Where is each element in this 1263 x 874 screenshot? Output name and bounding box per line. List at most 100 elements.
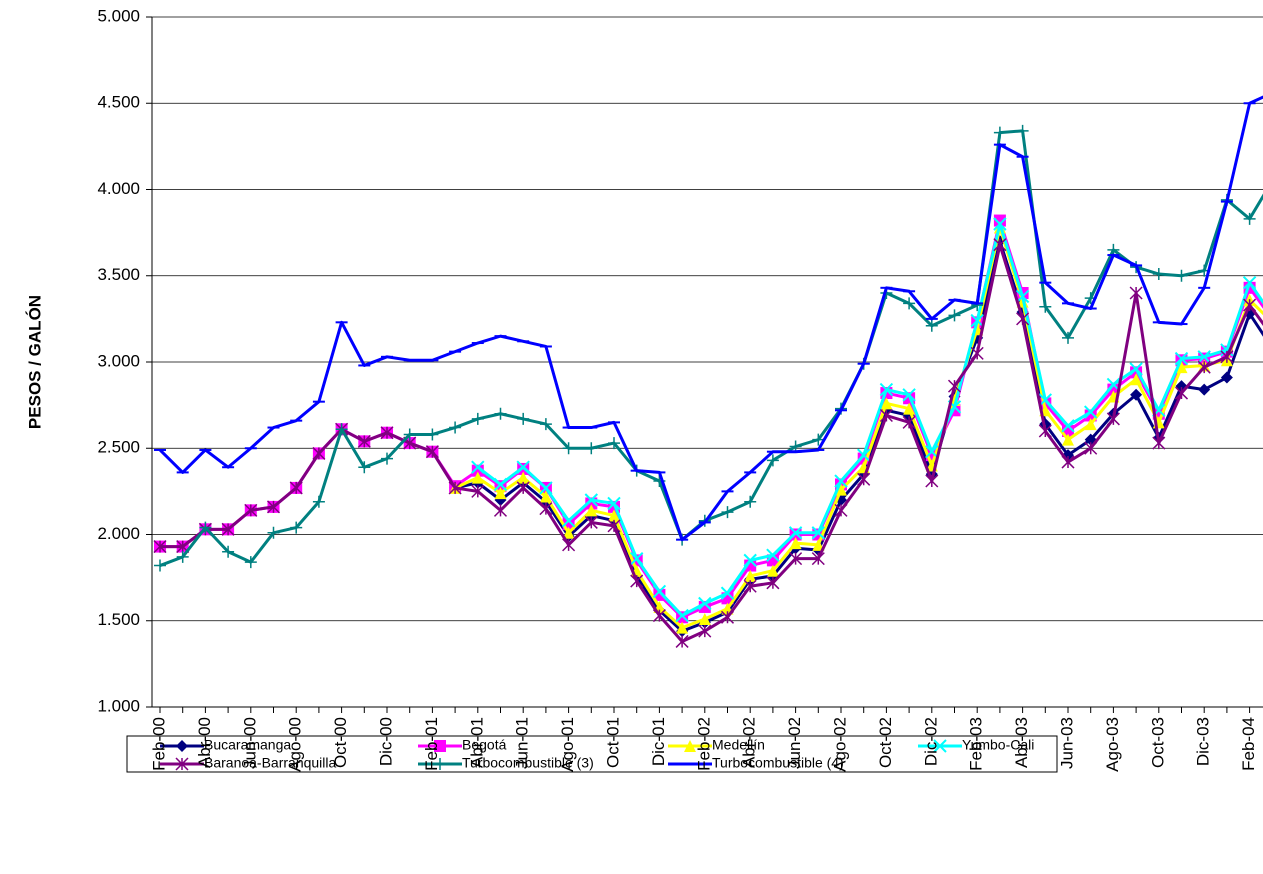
legend-label: Turbocombustible (3)	[462, 755, 594, 771]
marker	[698, 624, 712, 638]
marker	[471, 471, 484, 484]
marker	[903, 402, 916, 415]
marker	[789, 537, 802, 550]
marker	[811, 552, 825, 566]
marker	[812, 433, 825, 446]
series-line	[160, 243, 1263, 643]
marker	[902, 415, 916, 429]
marker	[584, 493, 599, 507]
marker	[449, 421, 462, 434]
marker	[539, 481, 553, 495]
marker	[766, 564, 779, 577]
marker	[675, 634, 689, 648]
marker	[1130, 373, 1143, 386]
y-tick-label: 5.000	[97, 6, 140, 25]
marker	[585, 504, 598, 517]
marker	[335, 423, 348, 436]
marker	[1083, 405, 1098, 419]
marker	[562, 526, 575, 539]
marker	[516, 460, 530, 474]
x-tick-label: Feb-03	[967, 717, 986, 771]
legend-label: Yumbo-Cali	[962, 737, 1034, 753]
marker	[471, 412, 484, 425]
y-tick-label: 1.000	[97, 696, 140, 715]
x-tick-label: Feb-02	[694, 717, 713, 771]
marker	[1016, 312, 1030, 326]
marker	[1038, 424, 1052, 438]
marker	[835, 483, 847, 496]
marker	[902, 388, 916, 402]
y-axis-label: PESOS / GALÓN	[25, 295, 44, 429]
x-tick-label: Jun-02	[785, 717, 804, 769]
marker	[607, 496, 621, 511]
marker	[244, 503, 258, 517]
marker	[1220, 350, 1234, 364]
marker	[744, 495, 757, 508]
marker	[743, 579, 757, 593]
marker	[471, 484, 485, 498]
marker	[289, 481, 303, 495]
marker	[630, 574, 644, 588]
marker	[993, 217, 1007, 231]
marker	[1129, 286, 1143, 300]
marker	[766, 454, 779, 467]
marker	[584, 515, 598, 529]
x-tick-label: Oct-01	[603, 717, 622, 768]
marker	[1152, 436, 1166, 450]
legend-label: Bogotá	[462, 737, 507, 753]
marker	[879, 382, 894, 397]
marker	[312, 495, 325, 508]
marker	[675, 608, 689, 623]
marker	[448, 481, 462, 495]
marker	[811, 526, 826, 540]
x-tick-label: Ago-00	[286, 717, 305, 772]
marker	[766, 576, 780, 590]
plot-area	[153, 95, 1263, 648]
marker	[1084, 418, 1097, 431]
x-tick-label: Abr-00	[195, 717, 214, 768]
marker	[1175, 269, 1188, 282]
marker	[176, 550, 189, 563]
marker	[1242, 275, 1257, 290]
x-tick-label: Ago-01	[558, 717, 577, 772]
marker	[629, 551, 644, 566]
marker	[653, 588, 666, 601]
marker	[1062, 331, 1074, 344]
x-tick-label: Ago-02	[830, 717, 849, 772]
marker	[1015, 289, 1030, 304]
y-tick-label: 2.500	[97, 438, 140, 457]
marker	[947, 379, 962, 393]
marker	[1243, 298, 1257, 312]
marker	[933, 739, 947, 753]
marker	[903, 297, 916, 310]
marker	[1084, 441, 1098, 455]
marker	[539, 502, 553, 516]
x-tick-label: Jun-03	[1057, 717, 1076, 769]
series-line	[476, 222, 1263, 618]
marker	[652, 609, 666, 623]
marker	[993, 126, 1006, 139]
legend-label: Turbocombustible (4)	[712, 755, 844, 771]
marker	[381, 452, 393, 465]
marker	[403, 428, 416, 441]
marker	[789, 552, 803, 566]
x-tick-label: Dic-02	[921, 717, 940, 766]
marker	[222, 545, 235, 558]
marker	[517, 471, 530, 484]
y-tick-label: 2.000	[97, 524, 140, 543]
marker	[539, 418, 552, 431]
marker	[721, 506, 734, 519]
x-tick-label: Oct-02	[876, 717, 895, 768]
marker	[948, 309, 961, 322]
marker	[788, 526, 803, 540]
marker	[1152, 268, 1165, 281]
marker	[993, 238, 1007, 252]
marker	[516, 481, 530, 495]
marker	[684, 740, 696, 752]
marker	[199, 521, 212, 534]
marker	[493, 477, 508, 492]
marker	[608, 437, 620, 450]
marker	[879, 408, 893, 423]
